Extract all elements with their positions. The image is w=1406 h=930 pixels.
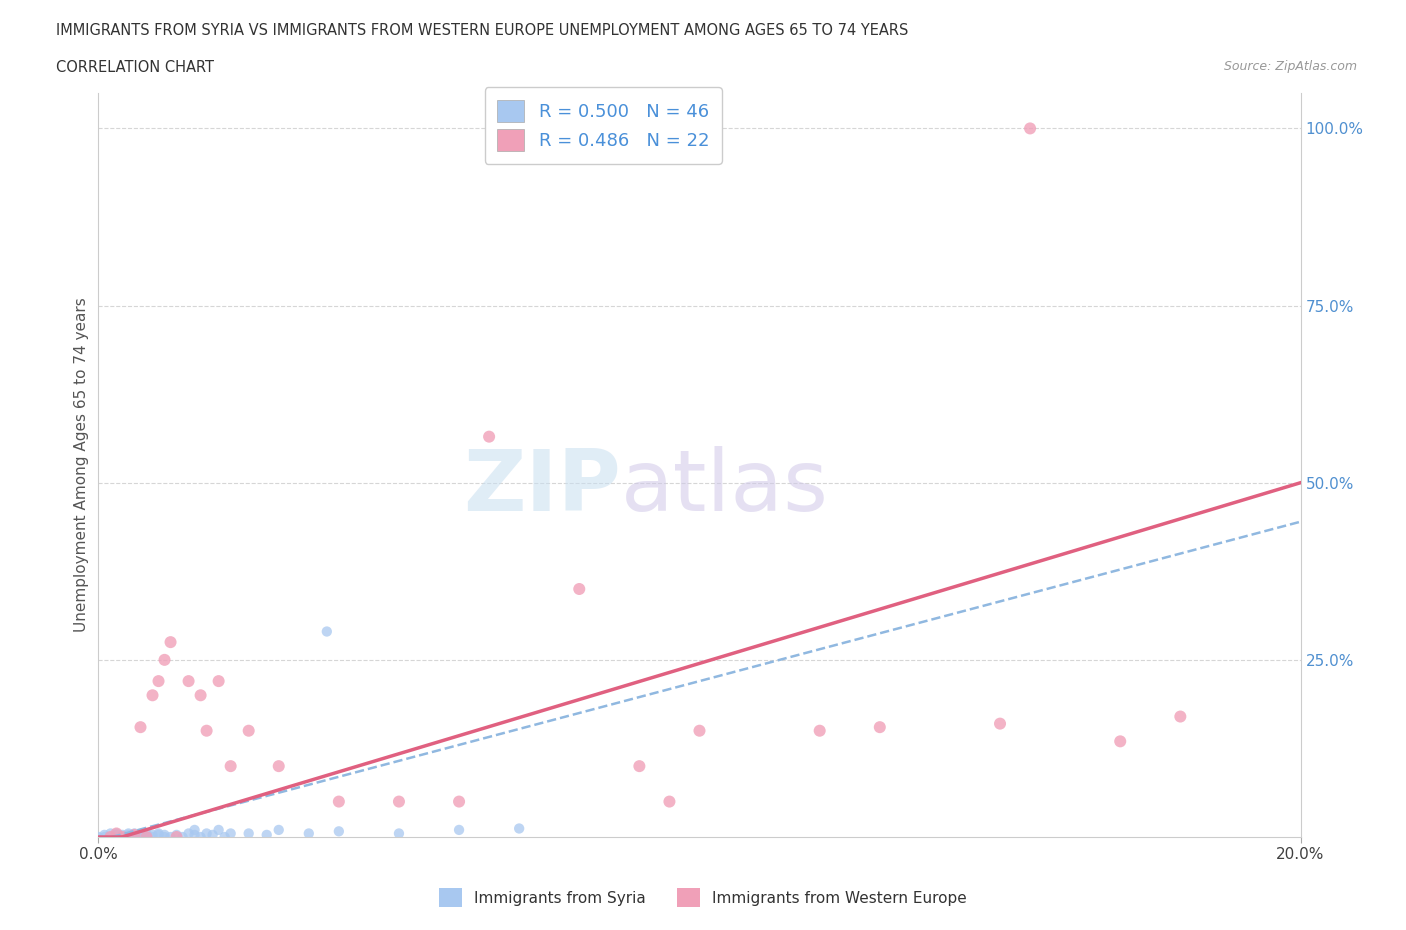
Point xyxy=(153,828,176,843)
Text: CORRELATION CHART: CORRELATION CHART xyxy=(56,60,214,75)
Text: Source: ZipAtlas.com: Source: ZipAtlas.com xyxy=(1223,60,1357,73)
Point xyxy=(100,830,122,844)
Point xyxy=(195,724,218,738)
Point xyxy=(1109,734,1132,749)
Point xyxy=(190,830,212,844)
Point xyxy=(658,794,681,809)
Point xyxy=(141,828,163,843)
Y-axis label: Unemployment Among Ages 65 to 74 years: Unemployment Among Ages 65 to 74 years xyxy=(75,298,89,632)
Point xyxy=(201,828,224,843)
Point xyxy=(195,826,218,841)
Point xyxy=(153,653,176,668)
Point xyxy=(183,822,205,837)
Point xyxy=(141,688,163,703)
Point xyxy=(148,828,170,843)
Point xyxy=(328,794,350,809)
Point xyxy=(177,826,200,841)
Point xyxy=(87,830,110,844)
Point xyxy=(111,828,134,843)
Point xyxy=(256,828,278,843)
Point xyxy=(105,830,128,844)
Point xyxy=(688,724,710,738)
Point xyxy=(124,828,146,843)
Point xyxy=(172,830,194,844)
Point xyxy=(315,624,337,639)
Point xyxy=(141,830,163,844)
Point xyxy=(808,724,831,738)
Point xyxy=(124,830,146,844)
Text: IMMIGRANTS FROM SYRIA VS IMMIGRANTS FROM WESTERN EUROPE UNEMPLOYMENT AMONG AGES : IMMIGRANTS FROM SYRIA VS IMMIGRANTS FROM… xyxy=(56,23,908,38)
Point xyxy=(117,828,139,843)
Point xyxy=(219,759,242,774)
Point xyxy=(568,581,591,596)
Point xyxy=(159,830,181,844)
Text: atlas: atlas xyxy=(621,445,830,529)
Legend: Immigrants from Syria, Immigrants from Western Europe: Immigrants from Syria, Immigrants from W… xyxy=(433,883,973,913)
Point xyxy=(135,830,157,844)
Point xyxy=(105,826,128,841)
Point xyxy=(298,826,321,841)
Point xyxy=(135,826,157,841)
Point xyxy=(328,824,350,839)
Point xyxy=(93,828,115,843)
Point xyxy=(111,830,134,844)
Point xyxy=(135,830,157,844)
Point xyxy=(166,828,188,843)
Point xyxy=(208,822,231,837)
Legend: R = 0.500   N = 46, R = 0.486   N = 22: R = 0.500 N = 46, R = 0.486 N = 22 xyxy=(485,87,721,164)
Point xyxy=(388,826,411,841)
Point xyxy=(1170,709,1192,724)
Point xyxy=(508,821,530,836)
Point xyxy=(388,794,411,809)
Point xyxy=(105,826,128,841)
Point xyxy=(166,830,188,844)
Point xyxy=(267,759,290,774)
Point xyxy=(93,830,115,844)
Point xyxy=(148,673,170,688)
Point xyxy=(177,673,200,688)
Point xyxy=(111,830,134,844)
Point xyxy=(208,673,231,688)
Point xyxy=(153,830,176,844)
Point xyxy=(447,794,470,809)
Point xyxy=(267,822,290,837)
Point xyxy=(100,826,122,841)
Point xyxy=(124,826,146,841)
Point xyxy=(129,828,152,843)
Point xyxy=(190,688,212,703)
Point xyxy=(117,830,139,844)
Point xyxy=(447,822,470,837)
Text: ZIP: ZIP xyxy=(464,445,621,529)
Point xyxy=(869,720,891,735)
Point xyxy=(159,634,181,649)
Point xyxy=(628,759,651,774)
Point xyxy=(214,830,236,844)
Point xyxy=(238,826,260,841)
Point xyxy=(129,720,152,735)
Point xyxy=(148,826,170,841)
Point xyxy=(478,430,501,445)
Point xyxy=(219,826,242,841)
Point xyxy=(105,828,128,843)
Point xyxy=(183,828,205,843)
Point xyxy=(1019,121,1042,136)
Point xyxy=(117,826,139,841)
Point xyxy=(988,716,1011,731)
Point xyxy=(129,830,152,844)
Point xyxy=(100,830,122,844)
Point xyxy=(238,724,260,738)
